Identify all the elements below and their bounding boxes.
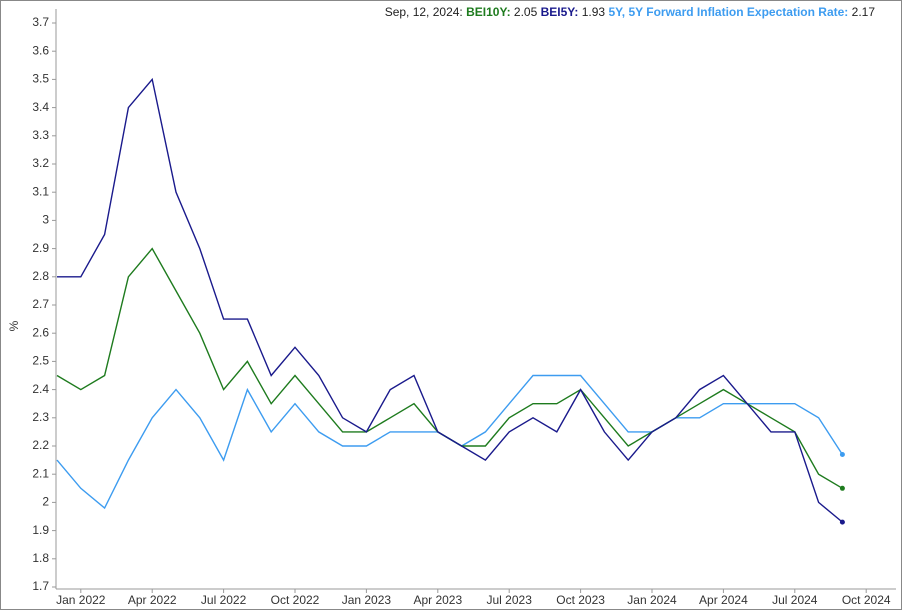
y-tick-label: 3.7: [32, 15, 49, 29]
x-tick-label: Jan 2022: [56, 593, 106, 607]
y-tick-label: 1.7: [32, 579, 49, 593]
y-tick-label: 1.8: [32, 551, 49, 565]
y-tick-label: 2.3: [32, 410, 49, 424]
x-tick-label: Jul 2022: [201, 593, 247, 607]
x-tick-label: Oct 2022: [271, 593, 320, 607]
series-line: [57, 77, 843, 523]
y-tick-label: 3.6: [32, 43, 49, 57]
end-marker: [839, 485, 845, 491]
y-tick-label: 3: [42, 213, 49, 227]
x-tick-label: Jan 2023: [342, 593, 392, 607]
end-marker: [839, 519, 845, 525]
x-tick-label: Oct 2023: [556, 593, 605, 607]
legend-value: 2.17: [851, 5, 875, 19]
y-tick-label: 2: [42, 495, 49, 509]
x-tick-label: Jul 2023: [487, 593, 533, 607]
y-tick-label: 2.6: [32, 325, 49, 339]
x-tick-label: Oct 2024: [842, 593, 891, 607]
legend-name: BEI5Y: [541, 5, 582, 19]
y-tick-label: 3.5: [32, 72, 49, 86]
y-tick-label: 2.2: [32, 438, 49, 452]
x-tick-label: Apr 2023: [413, 593, 462, 607]
y-tick-label: 1.9: [32, 523, 49, 537]
y-tick-label: 3.1: [32, 184, 49, 198]
y-tick-label: 2.9: [32, 241, 49, 255]
legend-value: 1.93: [581, 5, 606, 19]
y-tick-label: 2.5: [32, 354, 49, 368]
y-axis-label: %: [7, 320, 21, 331]
y-tick-label: 3.4: [32, 100, 49, 114]
x-tick-label: Apr 2024: [699, 593, 748, 607]
x-tick-label: Jan 2024: [627, 593, 677, 607]
x-tick-label: Apr 2022: [128, 593, 177, 607]
y-tick-label: 2.1: [32, 466, 49, 480]
legend-name: 5Y, 5Y Forward Inflation Expectation Rat…: [608, 5, 851, 19]
legend-name: BEI10Y: [466, 5, 514, 19]
y-tick-label: 3.2: [32, 156, 49, 170]
y-tick-label: 2.8: [32, 269, 49, 283]
series-line: [56, 247, 843, 489]
y-tick-label: 2.7: [32, 297, 49, 311]
header-date: Sep, 12, 2024: [385, 5, 466, 19]
series-line: [56, 374, 843, 510]
legend-value: 2.05: [513, 5, 538, 19]
end-marker: [839, 451, 845, 457]
y-tick-label: 3.3: [32, 128, 49, 142]
x-tick-label: Jul 2024: [772, 593, 818, 607]
y-tick-label: 2.4: [32, 382, 49, 396]
